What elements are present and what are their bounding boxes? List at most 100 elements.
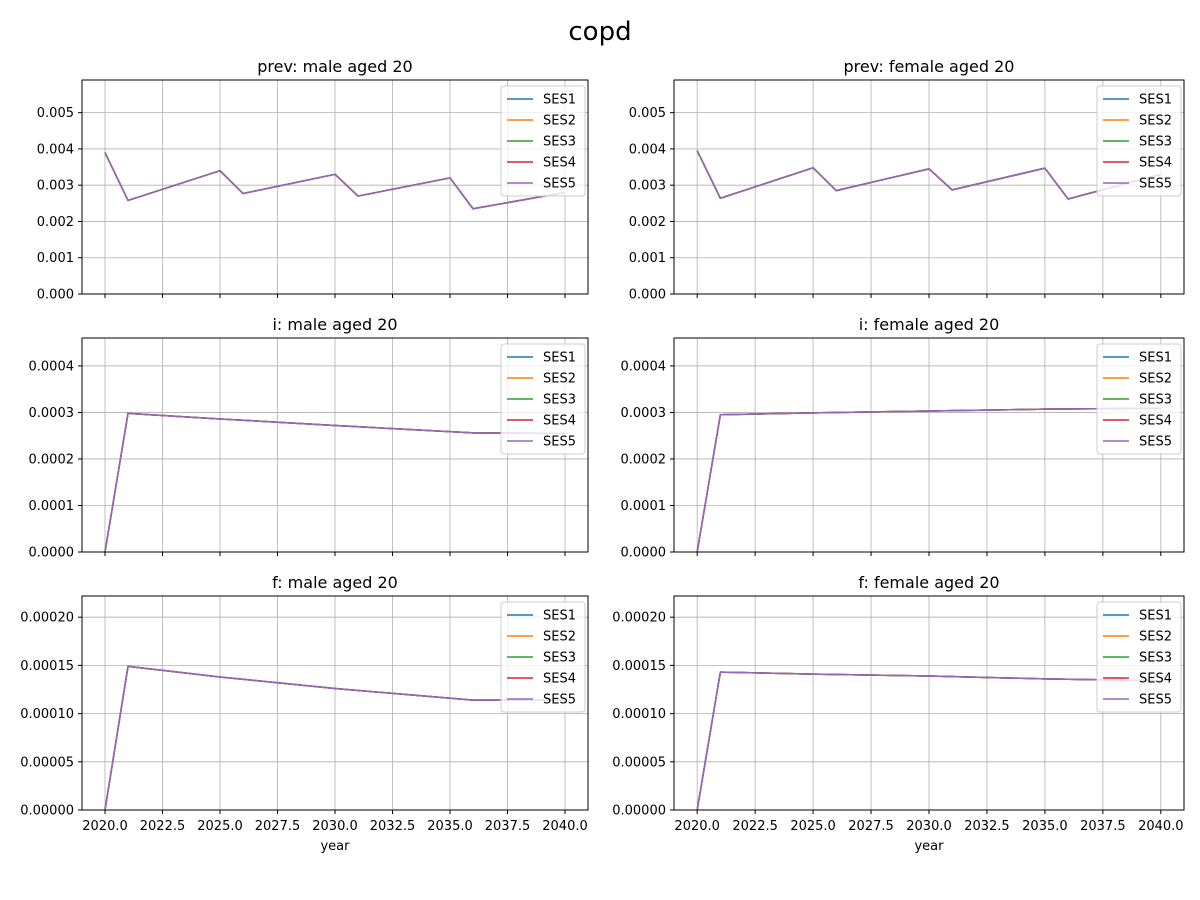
legend: SES1 SES2 SES3 SES4 SES5 [500, 343, 586, 455]
x-tick-label: 2032.5 [370, 819, 416, 834]
x-tick-label: 2027.5 [848, 819, 894, 834]
legend-label-ses5: SES5 [543, 693, 576, 708]
legend-label-ses2: SES2 [1139, 114, 1172, 129]
legend-label-ses1: SES1 [1139, 93, 1172, 108]
y-tick-label: 0.0004 [621, 359, 667, 374]
y-tick-label: 0.0003 [29, 406, 75, 421]
legend-label-ses5: SES5 [1139, 177, 1172, 192]
y-tick-label: 0.00000 [612, 804, 666, 819]
legend-label-ses5: SES5 [543, 435, 576, 450]
legend-box [500, 85, 586, 197]
legend-label-ses4: SES4 [1139, 672, 1172, 687]
subplot-title: i: female aged 20 [859, 315, 1000, 334]
y-tick-label: 0.00015 [20, 659, 74, 674]
subplot-2: 0.000 0.001 0.002 0.003 0.004 0.005 prev: fema… [629, 57, 1185, 303]
legend-box [500, 343, 586, 455]
legend-box [1096, 343, 1182, 455]
legend-label-ses1: SES1 [543, 93, 576, 108]
legend-box [500, 601, 586, 713]
y-tick-label: 0.00005 [20, 755, 74, 770]
subplot-3: 0.0000 0.0001 0.0002 0.0003 0.0004 i: male ag… [29, 315, 589, 561]
subplot-title: f: female aged 20 [858, 573, 999, 592]
y-tick-label: 0.0002 [29, 452, 75, 467]
legend-label-ses1: SES1 [543, 609, 576, 624]
subplot-title: f: male aged 20 [272, 573, 398, 592]
y-tick-label: 0.004 [629, 142, 666, 157]
legend-label-ses2: SES2 [543, 114, 576, 129]
y-tick-label: 0.0001 [621, 499, 667, 514]
y-tick-label: 0.005 [37, 106, 74, 121]
legend-label-ses4: SES4 [543, 156, 576, 171]
legend-label-ses1: SES1 [1139, 351, 1172, 366]
y-tick-label: 0.00020 [20, 611, 74, 626]
legend-label-ses4: SES4 [1139, 414, 1172, 429]
y-tick-label: 0.001 [37, 251, 74, 266]
subplot-4: 0.0000 0.0001 0.0002 0.0003 0.0004 i: female … [621, 315, 1185, 561]
y-tick-label: 0.00010 [20, 707, 74, 722]
x-tick-label: 2022.5 [732, 819, 778, 834]
legend-label-ses1: SES1 [543, 351, 576, 366]
legend-label-ses4: SES4 [543, 414, 576, 429]
y-tick-label: 0.0004 [29, 359, 75, 374]
legend-label-ses5: SES5 [1139, 693, 1172, 708]
y-tick-label: 0.00010 [612, 707, 666, 722]
x-tick-label: 2020.0 [82, 819, 128, 834]
y-tick-label: 0.00015 [612, 659, 666, 674]
y-tick-label: 0.00020 [612, 611, 666, 626]
subplot-5: 0.00000 0.00005 0.00010 0.00015 0.00020 2020.… [20, 573, 589, 854]
figure-suptitle: copd [568, 17, 631, 47]
x-tick-label: 2035.0 [1022, 819, 1068, 834]
subplot-title: prev: female aged 20 [844, 57, 1015, 76]
legend-label-ses2: SES2 [1139, 372, 1172, 387]
legend-label-ses1: SES1 [1139, 609, 1172, 624]
y-tick-label: 0.004 [37, 142, 74, 157]
legend: SES1 SES2 SES3 SES4 SES5 [500, 601, 586, 713]
legend-label-ses3: SES3 [543, 135, 576, 150]
y-tick-label: 0.0000 [621, 546, 667, 561]
legend-label-ses4: SES4 [543, 672, 576, 687]
legend-label-ses5: SES5 [543, 177, 576, 192]
y-tick-label: 0.000 [629, 288, 666, 303]
legend: SES1 SES2 SES3 SES4 SES5 [1096, 601, 1182, 713]
x-tick-label: 2025.0 [197, 819, 243, 834]
x-tick-label: 2025.0 [790, 819, 836, 834]
subplot-6: 0.00000 0.00005 0.00010 0.00015 0.00020 2020.… [612, 573, 1185, 854]
legend-label-ses3: SES3 [1139, 135, 1172, 150]
legend-label-ses2: SES2 [1139, 630, 1172, 645]
legend-label-ses3: SES3 [1139, 651, 1172, 666]
series-line-ses5 [696, 150, 1162, 200]
legend-box [1096, 85, 1182, 197]
legend-label-ses3: SES3 [543, 651, 576, 666]
x-axis-label: year [320, 839, 350, 854]
series-line-ses5 [104, 412, 566, 553]
series-line-ses5 [696, 671, 1161, 811]
legend: SES1 SES2 SES3 SES4 SES5 [1096, 343, 1182, 455]
x-tick-label: 2035.0 [427, 819, 473, 834]
y-tick-label: 0.0001 [29, 499, 75, 514]
y-tick-label: 0.003 [37, 179, 74, 194]
y-tick-label: 0.002 [629, 215, 666, 230]
legend-box [1096, 601, 1182, 713]
x-tick-label: 2037.5 [485, 819, 531, 834]
y-tick-label: 0.002 [37, 215, 74, 230]
y-tick-label: 0.0000 [29, 546, 75, 561]
legend-label-ses4: SES4 [1139, 156, 1172, 171]
x-tick-label: 2032.5 [964, 819, 1010, 834]
series-line-ses5 [696, 407, 1161, 553]
legend: SES1 SES2 SES3 SES4 SES5 [1096, 85, 1182, 197]
y-tick-label: 0.0003 [621, 406, 667, 421]
legend-label-ses2: SES2 [543, 372, 576, 387]
x-tick-label: 2020.0 [674, 819, 720, 834]
subplots-grid: 0.000 0.001 0.002 0.003 0.004 0.005 prev: male… [20, 57, 1185, 854]
x-tick-label: 2022.5 [140, 819, 186, 834]
series-line-ses5 [104, 665, 565, 811]
legend: SES1 SES2 SES3 SES4 SES5 [500, 85, 586, 197]
x-tick-label: 2040.0 [1138, 819, 1184, 834]
y-tick-label: 0.00000 [20, 804, 74, 819]
y-tick-label: 0.003 [629, 179, 666, 194]
series-line-ses5 [104, 152, 566, 210]
x-axis-label: year [914, 839, 944, 854]
subplot-title: prev: male aged 20 [257, 57, 412, 76]
y-tick-label: 0.00005 [612, 755, 666, 770]
subplot-title: i: male aged 20 [272, 315, 397, 334]
